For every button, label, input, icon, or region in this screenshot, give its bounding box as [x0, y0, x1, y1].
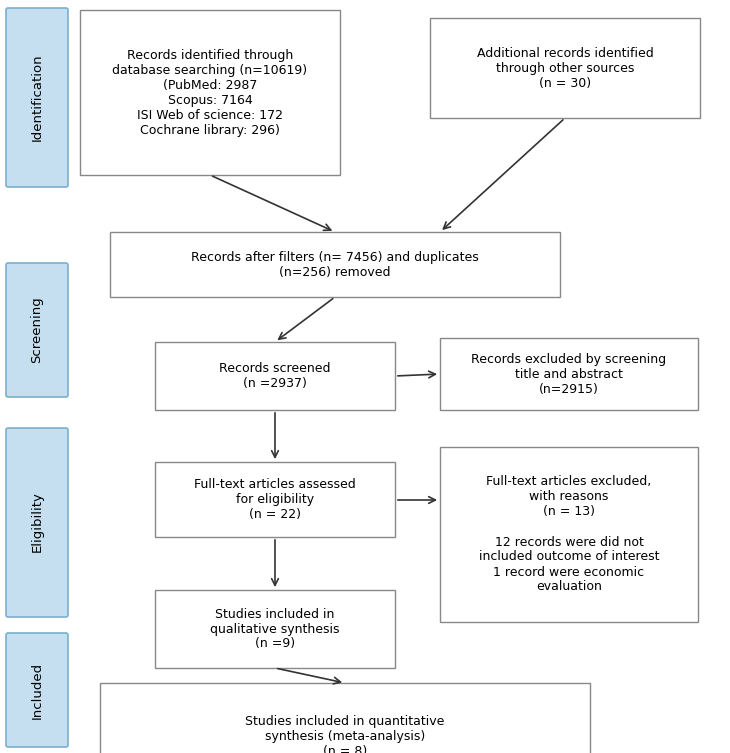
FancyBboxPatch shape	[155, 462, 395, 537]
FancyBboxPatch shape	[110, 232, 560, 297]
FancyBboxPatch shape	[6, 428, 68, 617]
Text: Screening: Screening	[31, 297, 44, 364]
Text: Additional records identified
through other sources
(n = 30): Additional records identified through ot…	[477, 47, 653, 90]
Text: Records excluded by screening
title and abstract
(n=2915): Records excluded by screening title and …	[472, 352, 666, 395]
FancyBboxPatch shape	[155, 342, 395, 410]
FancyBboxPatch shape	[80, 10, 340, 175]
FancyBboxPatch shape	[100, 683, 590, 753]
FancyBboxPatch shape	[6, 263, 68, 397]
Text: Studies included in
qualitative synthesis
(n =9): Studies included in qualitative synthesi…	[210, 608, 339, 651]
Text: Records identified through
database searching (n=10619)
(PubMed: 2987
Scopus: 71: Records identified through database sear…	[112, 48, 307, 136]
FancyBboxPatch shape	[430, 18, 700, 118]
Text: Identification: Identification	[31, 53, 44, 141]
Text: Eligibility: Eligibility	[31, 492, 44, 553]
Text: Included: Included	[31, 661, 44, 718]
Text: Full-text articles assessed
for eligibility
(n = 22): Full-text articles assessed for eligibil…	[194, 478, 356, 521]
Text: Records after filters (n= 7456) and duplicates
(n=256) removed: Records after filters (n= 7456) and dupl…	[191, 251, 479, 279]
FancyBboxPatch shape	[6, 633, 68, 747]
Text: Records screened
(n =2937): Records screened (n =2937)	[219, 362, 331, 390]
FancyBboxPatch shape	[440, 447, 698, 622]
FancyBboxPatch shape	[440, 338, 698, 410]
FancyBboxPatch shape	[6, 8, 68, 187]
Text: Full-text articles excluded,
with reasons
(n = 13)

12 records were did not
incl: Full-text articles excluded, with reason…	[479, 475, 659, 593]
FancyBboxPatch shape	[155, 590, 395, 668]
Text: Studies included in quantitative
synthesis (meta-analysis)
(n = 8)

(n=5 for ten: Studies included in quantitative synthes…	[234, 715, 456, 753]
